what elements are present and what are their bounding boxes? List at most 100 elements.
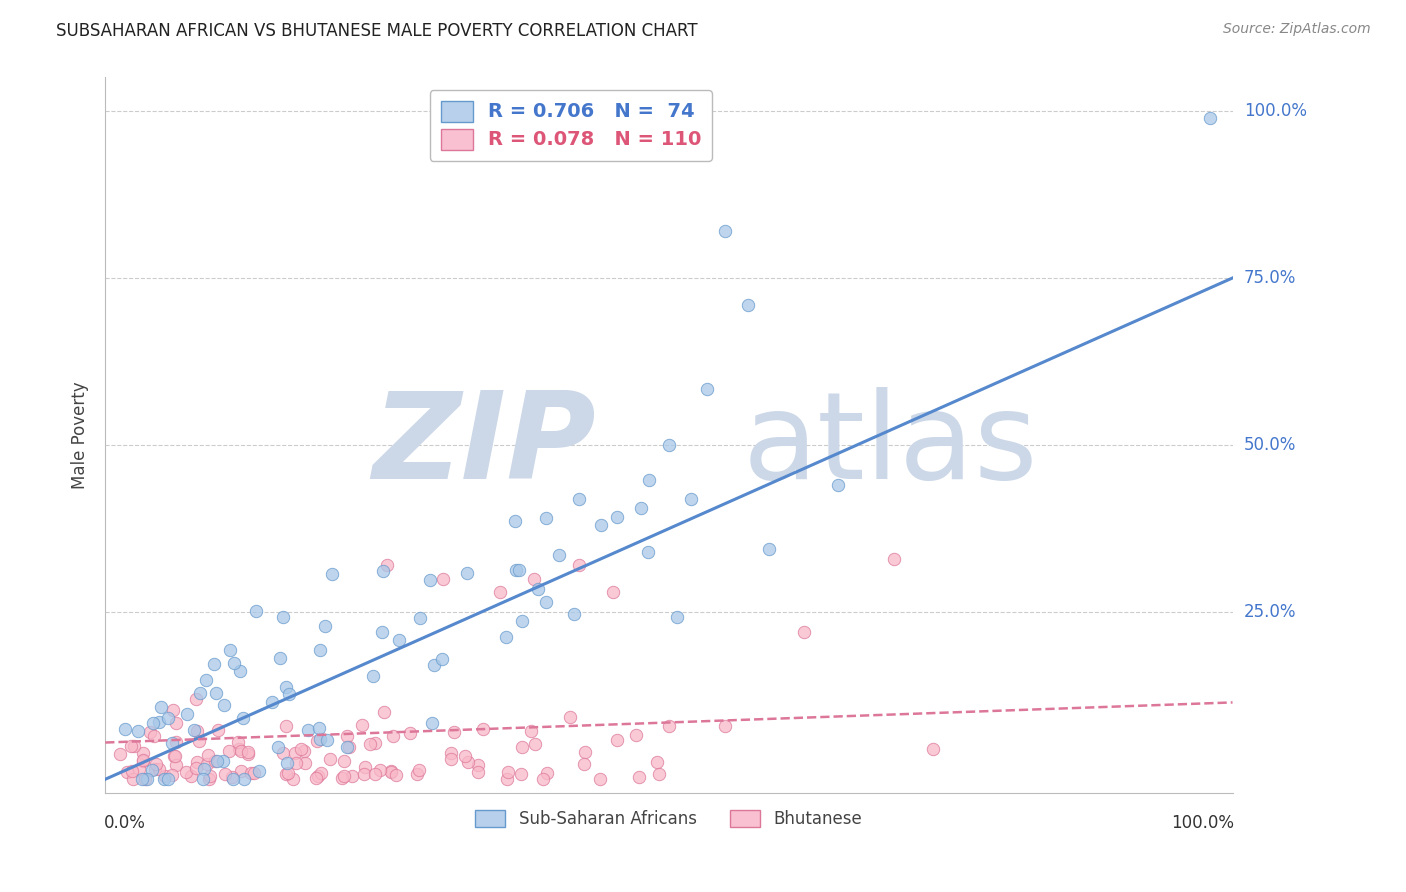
Point <box>165 734 187 748</box>
Point <box>375 558 398 573</box>
Point <box>135 772 157 787</box>
Point <box>606 733 628 747</box>
Point <box>141 763 163 777</box>
Point <box>186 724 208 739</box>
Point <box>273 746 295 760</box>
Point <box>457 756 479 770</box>
Point <box>231 764 253 778</box>
Point <box>696 382 718 396</box>
Point <box>284 756 307 770</box>
Point <box>319 752 342 766</box>
Point <box>330 771 353 785</box>
Point <box>648 767 671 781</box>
Point <box>308 721 330 735</box>
Point <box>336 739 359 754</box>
Point <box>496 772 519 787</box>
Point <box>628 770 651 784</box>
Point <box>333 769 356 783</box>
Point <box>176 706 198 721</box>
Point <box>233 772 256 787</box>
Point <box>120 739 142 754</box>
Point <box>737 298 759 312</box>
Point <box>363 668 385 682</box>
Point <box>503 514 526 528</box>
Point <box>309 643 332 657</box>
Point <box>364 736 387 750</box>
Point <box>176 765 198 780</box>
Point <box>294 756 316 771</box>
Point <box>231 744 253 758</box>
Point <box>198 769 221 783</box>
Point <box>148 762 170 776</box>
Point <box>153 772 176 787</box>
Point <box>276 718 298 732</box>
Point <box>353 767 375 781</box>
Point <box>202 657 225 671</box>
Point <box>150 699 173 714</box>
Point <box>222 772 245 787</box>
Point <box>212 698 235 713</box>
Point <box>548 548 571 562</box>
Point <box>205 754 228 768</box>
Point <box>243 766 266 780</box>
Point <box>238 747 260 761</box>
Point <box>211 754 233 768</box>
Point <box>637 545 659 559</box>
Point <box>420 715 443 730</box>
Point <box>630 500 652 515</box>
Point <box>194 673 217 688</box>
Point <box>638 473 661 487</box>
Text: Source: ZipAtlas.com: Source: ZipAtlas.com <box>1223 22 1371 37</box>
Point <box>408 764 430 778</box>
Point <box>188 734 211 748</box>
Point <box>512 740 534 755</box>
Point <box>156 711 179 725</box>
Point <box>467 765 489 780</box>
Text: atlas: atlas <box>742 387 1038 504</box>
Point <box>309 765 332 780</box>
Point <box>222 656 245 670</box>
Point <box>284 746 307 760</box>
Point <box>333 754 356 768</box>
Point <box>922 741 945 756</box>
Point <box>399 726 422 740</box>
Point <box>681 491 703 506</box>
Point <box>467 757 489 772</box>
Point <box>186 756 208 770</box>
Point <box>221 770 243 784</box>
Point <box>128 762 150 776</box>
Point <box>505 562 527 576</box>
Point <box>183 723 205 737</box>
Point <box>510 614 533 628</box>
Point <box>568 558 591 573</box>
Point <box>121 772 143 786</box>
Point <box>602 585 624 599</box>
Point <box>292 744 315 758</box>
Point <box>388 633 411 648</box>
Point <box>520 724 543 739</box>
Point <box>121 764 143 778</box>
Point <box>606 510 628 524</box>
Point <box>380 764 402 779</box>
Point <box>145 757 167 772</box>
Point <box>589 772 612 786</box>
Text: 75.0%: 75.0% <box>1244 269 1296 287</box>
Text: 25.0%: 25.0% <box>1244 603 1296 621</box>
Point <box>228 735 250 749</box>
Point <box>536 766 558 780</box>
Point <box>624 728 647 742</box>
Point <box>184 761 207 775</box>
Point <box>132 747 155 761</box>
Point <box>162 703 184 717</box>
Point <box>274 680 297 694</box>
Point <box>247 764 270 778</box>
Point <box>214 767 236 781</box>
Text: SUBSAHARAN AFRICAN VS BHUTANESE MALE POVERTY CORRELATION CHART: SUBSAHARAN AFRICAN VS BHUTANESE MALE POV… <box>56 22 697 40</box>
Point <box>382 730 405 744</box>
Point <box>531 772 554 786</box>
Point <box>184 692 207 706</box>
Point <box>218 744 240 758</box>
Point <box>162 736 184 750</box>
Point <box>195 757 218 772</box>
Point <box>232 711 254 725</box>
